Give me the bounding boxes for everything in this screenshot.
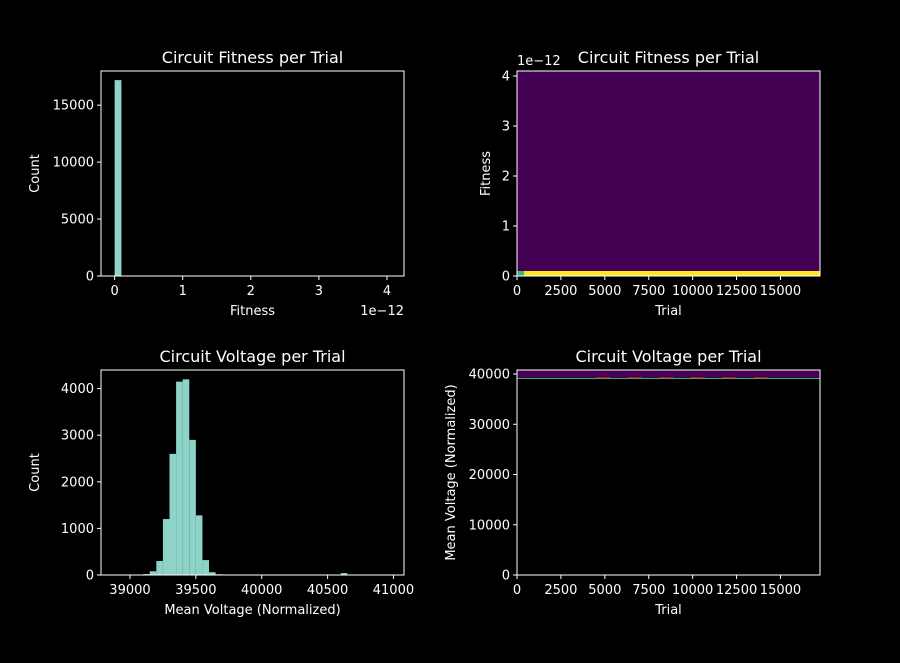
x-tick-label: 0 <box>513 284 521 299</box>
histogram-bar <box>195 515 203 575</box>
histogram-bar <box>156 561 163 575</box>
x-tick-label: 3 <box>315 284 323 299</box>
histogram-bar <box>149 571 157 575</box>
histogram-bar <box>202 560 210 575</box>
histogram-bar <box>176 381 183 575</box>
histogram-bar <box>340 573 348 575</box>
heatmap-streak <box>690 377 705 379</box>
histogram-bar <box>189 439 196 575</box>
y-tick-label: 1000 <box>61 522 94 537</box>
x-tick-label: 2500 <box>544 583 577 598</box>
y-tick-label: 1 <box>502 220 510 235</box>
x-tick-label: 10000 <box>672 284 713 299</box>
y-tick-label: 2000 <box>61 475 94 490</box>
y-axis-label: Count <box>28 453 43 492</box>
y-offset-text: 1e−12 <box>517 54 561 69</box>
x-tick-label: 7500 <box>632 583 665 598</box>
axes-frame <box>100 70 405 277</box>
x-tick-label: 15000 <box>760 583 801 598</box>
axes-frame <box>100 369 405 576</box>
x-tick-label: 12500 <box>716 284 757 299</box>
x-axis-label: Mean Voltage (Normalized) <box>164 603 340 618</box>
x-tick-label: 40500 <box>307 583 348 598</box>
y-axis-label: Count <box>28 154 43 193</box>
heatmap-band <box>517 271 525 276</box>
fitness-histogram-panel: 0 1 2 3 4 0 5000 10000 15000 Circuit Fitness per … <box>28 48 405 319</box>
y-tick-label: 2 <box>502 170 510 185</box>
chart-title: Circuit Voltage per Trial <box>159 347 345 366</box>
y-tick-label: 5000 <box>61 213 94 228</box>
x-tick-label: 39000 <box>109 583 150 598</box>
heatmap-streak <box>754 377 769 379</box>
heatmap-streak <box>659 377 674 379</box>
axes-frame <box>516 70 821 277</box>
y-tick-label: 10000 <box>469 518 510 533</box>
x-tick-label: 12500 <box>716 583 757 598</box>
histogram-bar <box>162 519 170 575</box>
heatmap-background <box>517 71 820 276</box>
x-tick-label: 10000 <box>672 583 713 598</box>
heatmap-streak <box>627 377 642 379</box>
x-axis-label: Trial <box>654 304 682 319</box>
x-tick-label: 4 <box>383 284 391 299</box>
chart-title: Circuit Fitness per Trial <box>162 48 343 67</box>
y-tick-label: 3000 <box>61 429 94 444</box>
fitness-heatmap-panel: 0 2500 5000 7500 10000 12500 15000 0 1 2 3 4 Circuit… <box>479 48 821 319</box>
x-tick-label: 40000 <box>241 583 282 598</box>
y-tick-label: 0 <box>502 270 510 285</box>
x-tick-label: 1 <box>179 284 187 299</box>
y-tick-label: 3 <box>502 120 510 135</box>
y-tick-label: 0 <box>86 270 94 285</box>
histogram-bar <box>182 379 190 575</box>
x-tick-label: 39500 <box>175 583 216 598</box>
y-tick-label: 0 <box>86 569 94 584</box>
x-tick-label: 5000 <box>588 284 621 299</box>
heatmap-streak <box>596 377 611 379</box>
y-tick-label: 10000 <box>53 156 94 171</box>
chart-title: Circuit Fitness per Trial <box>578 48 759 67</box>
heatmap-band <box>517 370 820 379</box>
voltage-histogram-panel: 39000 39500 40000 40500 41000 0 1000 2000 3000 40… <box>28 347 414 618</box>
heatmap-band <box>524 271 820 276</box>
voltage-heatmap-panel: 0 2500 5000 7500 10000 12500 15000010000200003… <box>444 347 821 618</box>
x-axis-label: Fitness <box>230 304 275 319</box>
y-tick-label: 4 <box>502 70 510 85</box>
x-tick-label: 5000 <box>588 583 621 598</box>
histogram-bar <box>169 453 177 575</box>
y-tick-label: 15000 <box>53 99 94 114</box>
heatmap-streak <box>722 377 737 379</box>
histogram-bar <box>209 572 216 575</box>
x-tick-label: 15000 <box>760 284 801 299</box>
x-tick-label: 2500 <box>544 284 577 299</box>
x-tick-label: 41000 <box>373 583 414 598</box>
y-axis-label: Fitness <box>479 151 494 196</box>
y-tick-label: 40000 <box>469 368 510 383</box>
x-offset-text: 1e−12 <box>360 304 404 319</box>
x-tick-label: 7500 <box>632 284 665 299</box>
chart-title: Circuit Voltage per Trial <box>575 347 761 366</box>
y-tick-label: 20000 <box>469 468 510 483</box>
axes-frame <box>516 369 821 576</box>
heatmap-background <box>517 370 820 575</box>
x-tick-label: 0 <box>513 583 521 598</box>
heatmap-band <box>517 378 820 380</box>
x-tick-label: 0 <box>110 284 118 299</box>
y-tick-label: 0 <box>502 569 510 584</box>
x-axis-label: Trial <box>654 603 682 618</box>
y-tick-label: 4000 <box>61 382 94 397</box>
x-tick-label: 2 <box>247 284 255 299</box>
histogram-bar <box>114 80 122 276</box>
y-tick-label: 30000 <box>469 418 510 433</box>
y-axis-label: Mean Voltage (Normalized) <box>444 384 459 560</box>
